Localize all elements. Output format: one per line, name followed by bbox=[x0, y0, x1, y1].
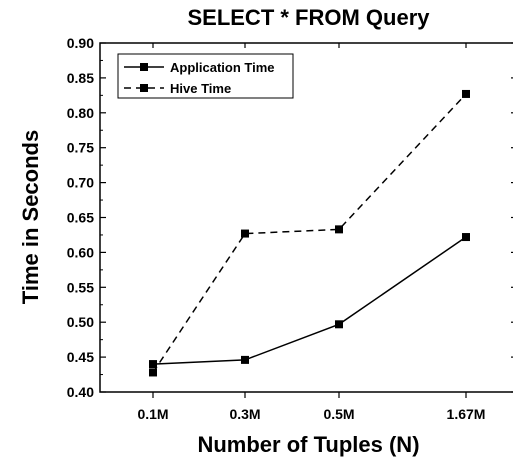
series-1-point bbox=[149, 360, 157, 369]
y-tick-label: 0.60 bbox=[67, 244, 94, 260]
y-tick-label: 0.90 bbox=[67, 35, 94, 51]
legend-box bbox=[117, 53, 294, 99]
y-tick-label: 0.80 bbox=[67, 105, 94, 121]
series-2-point bbox=[335, 225, 343, 234]
legend-marker-2 bbox=[140, 84, 148, 92]
series-2-point bbox=[241, 229, 249, 238]
x-axis-label: Number of Tuples (N) bbox=[197, 432, 420, 457]
y-tick-label: 0.45 bbox=[67, 349, 94, 365]
series-1-point bbox=[241, 355, 249, 364]
series-1-point bbox=[462, 233, 470, 242]
legend-label-1: Application Time bbox=[170, 60, 275, 75]
series-1-point bbox=[335, 320, 343, 329]
legend-marker-1 bbox=[140, 63, 148, 71]
x-tick-label: 0.1M bbox=[137, 406, 168, 422]
x-tick-label: 0.3M bbox=[229, 406, 260, 422]
legend: Application Time Hive Time bbox=[117, 53, 294, 99]
series-line-1 bbox=[152, 236, 467, 365]
series-2-point bbox=[462, 89, 470, 98]
y-tick-label: 0.65 bbox=[67, 210, 94, 226]
x-tick-label: 1.67M bbox=[447, 406, 486, 422]
y-tick-label: 0.85 bbox=[67, 70, 94, 86]
y-tick-label: 0.75 bbox=[67, 140, 94, 156]
chart-title: SELECT * FROM Query bbox=[187, 5, 430, 30]
legend-label-2: Hive Time bbox=[170, 81, 231, 96]
y-tick-label: 0.55 bbox=[67, 279, 94, 295]
y-tick-label: 0.40 bbox=[67, 384, 94, 400]
y-tick-label: 0.50 bbox=[67, 314, 94, 330]
x-tick-label: 0.5M bbox=[323, 406, 354, 422]
series-line-2 bbox=[152, 93, 467, 373]
y-tick-label: 0.70 bbox=[67, 175, 94, 191]
series-2-point bbox=[149, 368, 157, 377]
